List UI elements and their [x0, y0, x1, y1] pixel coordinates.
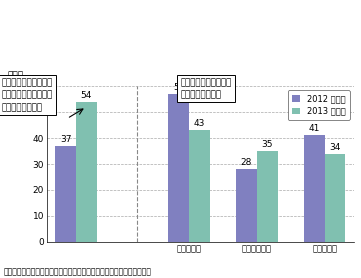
Text: 資料：「ボストンコンサルティンググループ」報道発表資料から作成。: 資料：「ボストンコンサルティンググループ」報道発表資料から作成。: [4, 268, 152, 277]
Bar: [325, 154, 345, 242]
Text: 生産拠点立地決定にお
いて重視する項目: 生産拠点立地決定にお いて重視する項目: [180, 78, 232, 99]
Text: 43: 43: [194, 119, 205, 128]
Text: 57: 57: [173, 83, 184, 92]
Bar: [76, 102, 97, 242]
Legend: 2012 年２月, 2013 年８月: 2012 年２月, 2013 年８月: [287, 90, 349, 120]
Text: 35: 35: [261, 140, 273, 149]
Text: （％）: （％）: [7, 71, 23, 80]
Text: 41: 41: [309, 124, 320, 133]
Bar: [189, 130, 210, 242]
Bar: [168, 94, 189, 242]
Text: 34: 34: [329, 143, 341, 152]
Bar: [304, 135, 325, 242]
Bar: [257, 151, 278, 242]
Text: 28: 28: [241, 158, 252, 167]
Text: 中国からの製造拠点の
移転を計画、または実
際に検討している: 中国からの製造拠点の 移転を計画、または実 際に検討している: [2, 78, 53, 112]
Bar: [236, 169, 257, 242]
Bar: [55, 146, 76, 242]
Text: 37: 37: [60, 135, 71, 144]
Text: 54: 54: [81, 91, 92, 100]
